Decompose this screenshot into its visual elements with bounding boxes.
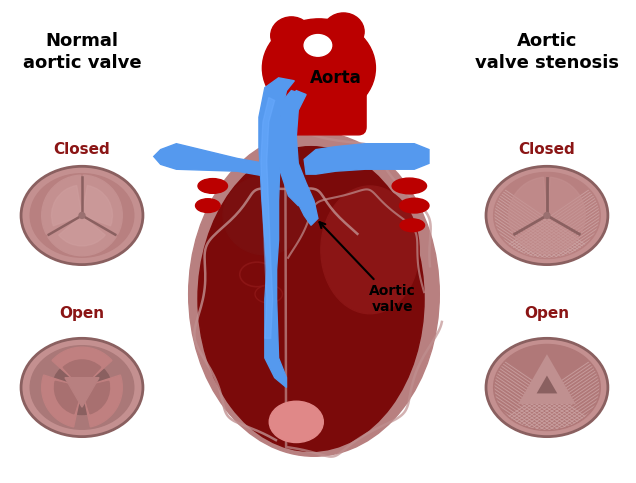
Polygon shape (65, 378, 99, 407)
Polygon shape (259, 78, 294, 387)
Wedge shape (42, 175, 82, 234)
Ellipse shape (494, 344, 600, 430)
Text: Open: Open (525, 306, 569, 321)
Polygon shape (261, 98, 275, 338)
Wedge shape (516, 215, 578, 254)
Text: Open: Open (59, 306, 104, 321)
Polygon shape (528, 365, 566, 398)
Wedge shape (48, 215, 116, 256)
Ellipse shape (189, 132, 439, 456)
Text: Aortic
valve stenosis: Aortic valve stenosis (475, 31, 619, 72)
Polygon shape (279, 91, 304, 206)
Ellipse shape (21, 338, 143, 437)
Wedge shape (82, 375, 122, 427)
Ellipse shape (223, 176, 307, 255)
Wedge shape (55, 381, 82, 414)
Polygon shape (520, 357, 573, 403)
Wedge shape (509, 177, 547, 232)
Wedge shape (52, 185, 82, 226)
Ellipse shape (263, 19, 375, 117)
Circle shape (79, 213, 85, 218)
Text: Aorta: Aorta (310, 69, 361, 87)
Ellipse shape (486, 338, 608, 437)
Polygon shape (539, 378, 555, 392)
Ellipse shape (323, 13, 364, 50)
Wedge shape (547, 177, 585, 232)
Ellipse shape (30, 346, 134, 429)
Wedge shape (59, 215, 106, 246)
Ellipse shape (392, 178, 427, 194)
Wedge shape (42, 375, 82, 427)
Ellipse shape (30, 174, 134, 257)
FancyBboxPatch shape (273, 50, 366, 135)
Text: Normal
aortic valve: Normal aortic valve (23, 31, 141, 72)
Ellipse shape (304, 35, 331, 56)
Ellipse shape (198, 147, 424, 452)
Text: Closed: Closed (53, 142, 111, 157)
Wedge shape (63, 360, 100, 387)
Ellipse shape (53, 360, 111, 414)
Ellipse shape (195, 199, 220, 213)
Ellipse shape (21, 166, 143, 265)
Text: Closed: Closed (518, 142, 576, 157)
Ellipse shape (494, 172, 600, 258)
Wedge shape (82, 381, 109, 414)
Ellipse shape (271, 17, 312, 54)
Ellipse shape (321, 186, 419, 314)
Ellipse shape (486, 166, 608, 265)
Wedge shape (82, 185, 113, 226)
Wedge shape (82, 175, 122, 234)
Text: Aortic
valve: Aortic valve (319, 222, 416, 314)
Ellipse shape (399, 198, 429, 213)
Polygon shape (304, 143, 429, 174)
Polygon shape (154, 143, 265, 176)
Ellipse shape (198, 179, 228, 193)
Circle shape (544, 213, 550, 218)
Ellipse shape (400, 219, 425, 232)
Polygon shape (284, 91, 318, 225)
Ellipse shape (269, 401, 323, 442)
Wedge shape (52, 347, 112, 387)
